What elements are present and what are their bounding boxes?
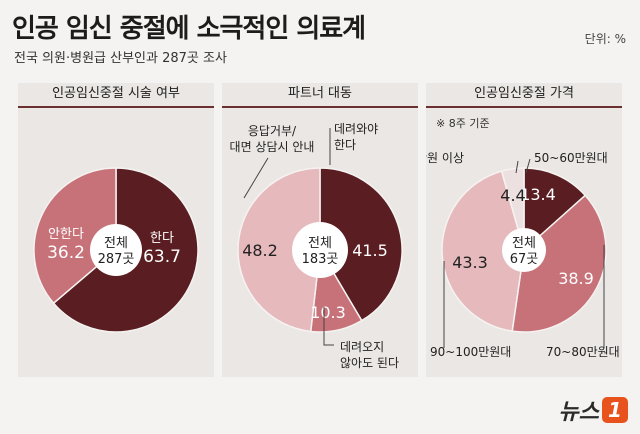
panel-divider [426, 106, 622, 108]
slice-value-label: 41.5 [352, 241, 388, 260]
brand-text: 뉴스 [558, 400, 599, 425]
slice-value-label: 38.9 [558, 269, 594, 288]
brand-logo: 뉴스 1 [559, 394, 628, 426]
slice-value-label: 10.3 [310, 303, 346, 322]
center-label: 전체 [512, 236, 536, 251]
callout-label: 않아도 된다 [340, 356, 399, 370]
callout-line [525, 158, 531, 174]
center-label: 67곳 [510, 252, 539, 267]
slice-value-label: 43.3 [452, 253, 488, 272]
center-label: 287곳 [98, 252, 135, 267]
callout-label: 50~60만원대 [534, 151, 608, 165]
callout-line [515, 160, 519, 174]
panel-title: 인공임신중절 시술 여부 [52, 86, 180, 101]
brand-badge: 1 [602, 397, 628, 423]
panel-divider [222, 106, 418, 108]
slice-value-label: 48.2 [242, 241, 278, 260]
slice-category-label: 안한다 [48, 227, 84, 242]
callout-label: 70~80만원대 [546, 345, 620, 359]
slice-value-label: 63.7 [143, 247, 181, 267]
pie-slice [441, 170, 525, 332]
center-label: 전체 [104, 236, 128, 251]
callout-label: 응답거부/ [248, 124, 297, 138]
slice-value-label: 4.4 [500, 186, 525, 205]
pie-slice [523, 167, 587, 252]
page-title: 인공 임신 중절에 소극적인 의료계 [12, 14, 366, 44]
page-subtitle: 전국 의원·병원급 산부인과 287곳 조사 [14, 51, 227, 66]
callout-line [323, 307, 334, 346]
callout-label: 데려오지 [340, 340, 384, 354]
chart-note: ※ 8주 기준 [436, 117, 490, 130]
callout-label: 110만원 이상 [426, 151, 464, 165]
callout-label: 데려와야 [334, 122, 378, 136]
panel-title: 인공임신중절 가격 [474, 86, 574, 101]
panel-title: 파트너 대동 [288, 86, 352, 101]
donut-center [90, 224, 142, 276]
donut-center [502, 228, 546, 272]
donut-center [292, 222, 348, 278]
pie-slice [33, 167, 117, 305]
panel-divider [18, 106, 214, 108]
slice-value-label: 36.2 [47, 243, 85, 263]
center-label: 전체 [308, 236, 332, 251]
unit-label: 단위: % [584, 32, 626, 46]
callout-line [243, 157, 269, 199]
pie-slice [319, 167, 403, 322]
slice-value-label: 13.4 [520, 185, 556, 204]
center-label: 183곳 [302, 252, 339, 267]
callout-label: 한다 [334, 138, 356, 152]
pie-slice [511, 194, 607, 333]
pie-slice [237, 167, 321, 333]
panel-procedure: 인공임신중절 시술 여부 전체 287곳 한다 63.7 안한다 36.2 [18, 83, 214, 377]
slice-category-label: 한다 [150, 231, 174, 246]
callout-label: 90~100만원대 [430, 345, 511, 359]
callout-label: 대면 상담시 안내 [230, 140, 315, 154]
